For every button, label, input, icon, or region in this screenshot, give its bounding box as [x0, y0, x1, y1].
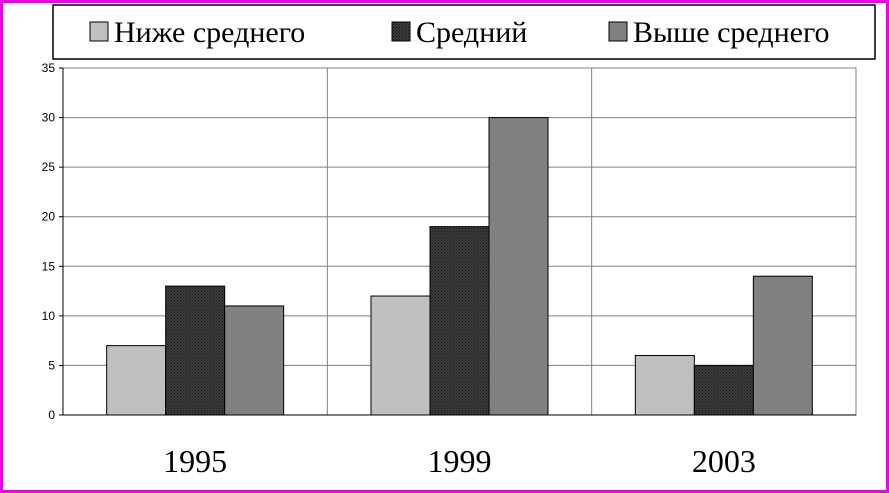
y-tick-label: 0 [48, 408, 55, 422]
legend-item-below-average: Ниже среднего [89, 16, 305, 49]
legend-swatch-above-average [608, 21, 628, 42]
x-category-label: 2003 [692, 443, 756, 479]
bar-average-2003 [693, 364, 754, 416]
legend: Ниже среднего Средний Выше среднего [52, 4, 876, 60]
legend-label-below-average: Ниже среднего [114, 16, 305, 49]
bar-below-average-2003 [634, 355, 695, 416]
bar-above-average-1995 [224, 305, 285, 416]
bar-below-average-1995 [106, 345, 167, 416]
legend-item-average: Средний [391, 16, 527, 49]
bars [106, 117, 813, 416]
bar-below-average-1999 [370, 295, 431, 416]
bar-above-average-1999 [488, 117, 549, 416]
y-tick-label: 10 [42, 309, 56, 323]
y-tick-label: 15 [42, 259, 56, 273]
x-category-label: 1995 [163, 443, 227, 479]
legend-item-above-average: Выше среднего [608, 16, 830, 49]
y-tick-label: 20 [42, 210, 56, 224]
legend-label-average: Средний [416, 16, 527, 49]
legend-label-above-average: Выше среднего [633, 16, 830, 49]
bar-above-average-2003 [752, 275, 813, 416]
y-tick-label: 35 [42, 61, 56, 75]
x-category-label: 1999 [428, 443, 492, 479]
x-axis-labels: 1995 1999 2003 [163, 443, 756, 479]
y-axis-ticks: 0 5 10 15 20 25 30 35 [42, 61, 63, 422]
plot-area: 0 5 10 15 20 25 30 35 1995 1999 2003 [42, 61, 857, 479]
bar-average-1995 [165, 285, 226, 416]
y-tick-label: 30 [42, 111, 56, 125]
legend-swatch-average [391, 21, 411, 42]
legend-swatch-below-average [89, 21, 109, 42]
y-tick-label: 5 [48, 358, 55, 372]
y-tick-label: 25 [42, 160, 56, 174]
bar-average-1999 [429, 226, 490, 416]
legend-box [52, 4, 876, 60]
